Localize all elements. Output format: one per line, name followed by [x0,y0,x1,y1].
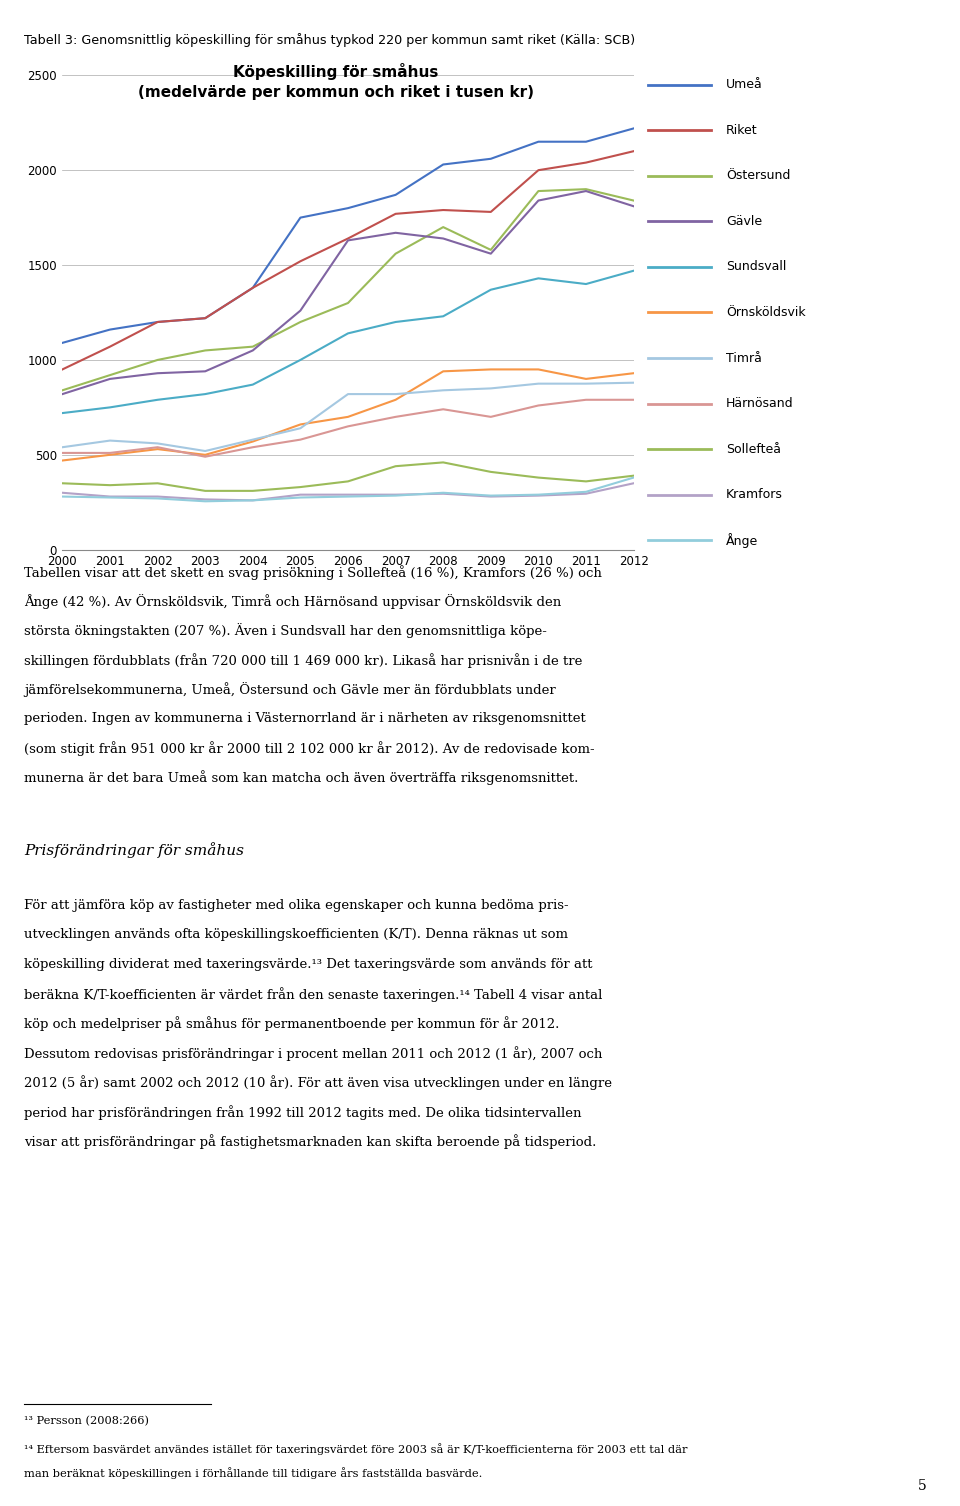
Text: Prisförändringar för småhus: Prisförändringar för småhus [24,842,244,858]
Text: Sollefteå: Sollefteå [726,443,780,456]
Text: För att jämföra köp av fastigheter med olika egenskaper och kunna bedöma pris-: För att jämföra köp av fastigheter med o… [24,899,568,913]
Text: skillingen fördubblats (från 720 000 till 1 469 000 kr). Likaså har prisnivån i : skillingen fördubblats (från 720 000 til… [24,654,583,667]
Text: Örnsköldsvik: Örnsköldsvik [726,306,805,319]
Text: 5: 5 [918,1479,926,1492]
Text: ¹³ Persson (2008:266): ¹³ Persson (2008:266) [24,1416,149,1426]
Text: jämförelsekommunerna, Umeå, Östersund och Gävle mer än fördubblats under: jämförelsekommunerna, Umeå, Östersund oc… [24,682,556,697]
Text: Riket: Riket [726,123,757,137]
Text: Gävle: Gävle [726,215,762,227]
Text: Kramfors: Kramfors [726,488,782,501]
Text: köp och medelpriser på småhus för permanentboende per kommun för år 2012.: köp och medelpriser på småhus för perman… [24,1017,560,1032]
Text: Östersund: Östersund [726,169,790,182]
Text: Köpeskilling för småhus
(medelvärde per kommun och riket i tusen kr): Köpeskilling för småhus (medelvärde per … [138,63,534,99]
Text: period har prisförändringen från 1992 till 2012 tagits med. De olika tidsinterva: period har prisförändringen från 1992 ti… [24,1105,582,1119]
Text: munerna är det bara Umeå som kan matcha och även överträffa riksgenomsnittet.: munerna är det bara Umeå som kan matcha … [24,771,578,785]
Text: Härnösand: Härnösand [726,398,793,410]
Text: beräkna K/T-koefficienten är värdet från den senaste taxeringen.¹⁴ Tabell 4 visa: beräkna K/T-koefficienten är värdet från… [24,988,602,1001]
Text: Ånge (42 %). Av Örnsköldsvik, Timrå och Härnösand uppvisar Örnsköldsvik den: Ånge (42 %). Av Örnsköldsvik, Timrå och … [24,595,562,608]
Text: Timrå: Timrå [726,351,761,364]
Text: ¹⁴ Eftersom basvärdet användes istället för taxeringsvärdet före 2003 så är K/T-: ¹⁴ Eftersom basvärdet användes istället … [24,1443,687,1455]
Text: Tabell 3: Genomsnittlig köpeskilling för småhus typkod 220 per kommun samt riket: Tabell 3: Genomsnittlig köpeskilling för… [24,33,636,47]
Text: utvecklingen används ofta köpeskillingskoefficienten (K/T). Denna räknas ut som: utvecklingen används ofta köpeskillingsk… [24,928,568,941]
Text: perioden. Ingen av kommunerna i Västernorrland är i närheten av riksgenomsnittet: perioden. Ingen av kommunerna i Västerno… [24,712,586,724]
Text: Umeå: Umeå [726,78,762,92]
Text: (som stigit från 951 000 kr år 2000 till 2 102 000 kr år 2012). Av de redovisade: (som stigit från 951 000 kr år 2000 till… [24,741,594,756]
Text: köpeskilling dividerat med taxeringsvärde.¹³ Det taxeringsvärde som används för : köpeskilling dividerat med taxeringsvärd… [24,958,592,971]
Text: visar att prisförändringar på fastighetsmarknaden kan skifta beroende på tidsper: visar att prisförändringar på fastighets… [24,1134,596,1149]
Text: man beräknat köpeskillingen i förhållande till tidigare års fastställda basvärde: man beräknat köpeskillingen i förhålland… [24,1467,482,1479]
Text: 2012 (5 år) samt 2002 och 2012 (10 år). För att även visa utvecklingen under en : 2012 (5 år) samt 2002 och 2012 (10 år). … [24,1075,612,1090]
Text: Tabellen visar att det skett en svag prisökning i Sollefteå (16 %), Kramfors (26: Tabellen visar att det skett en svag pri… [24,565,602,580]
Text: Ånge: Ånge [726,533,758,548]
Text: Sundsvall: Sundsvall [726,261,786,274]
Text: största ökningstakten (207 %). Även i Sundsvall har den genomsnittliga köpe-: största ökningstakten (207 %). Även i Su… [24,623,547,639]
Text: Dessutom redovisas prisförändringar i procent mellan 2011 och 2012 (1 år), 2007 : Dessutom redovisas prisförändringar i pr… [24,1047,602,1060]
